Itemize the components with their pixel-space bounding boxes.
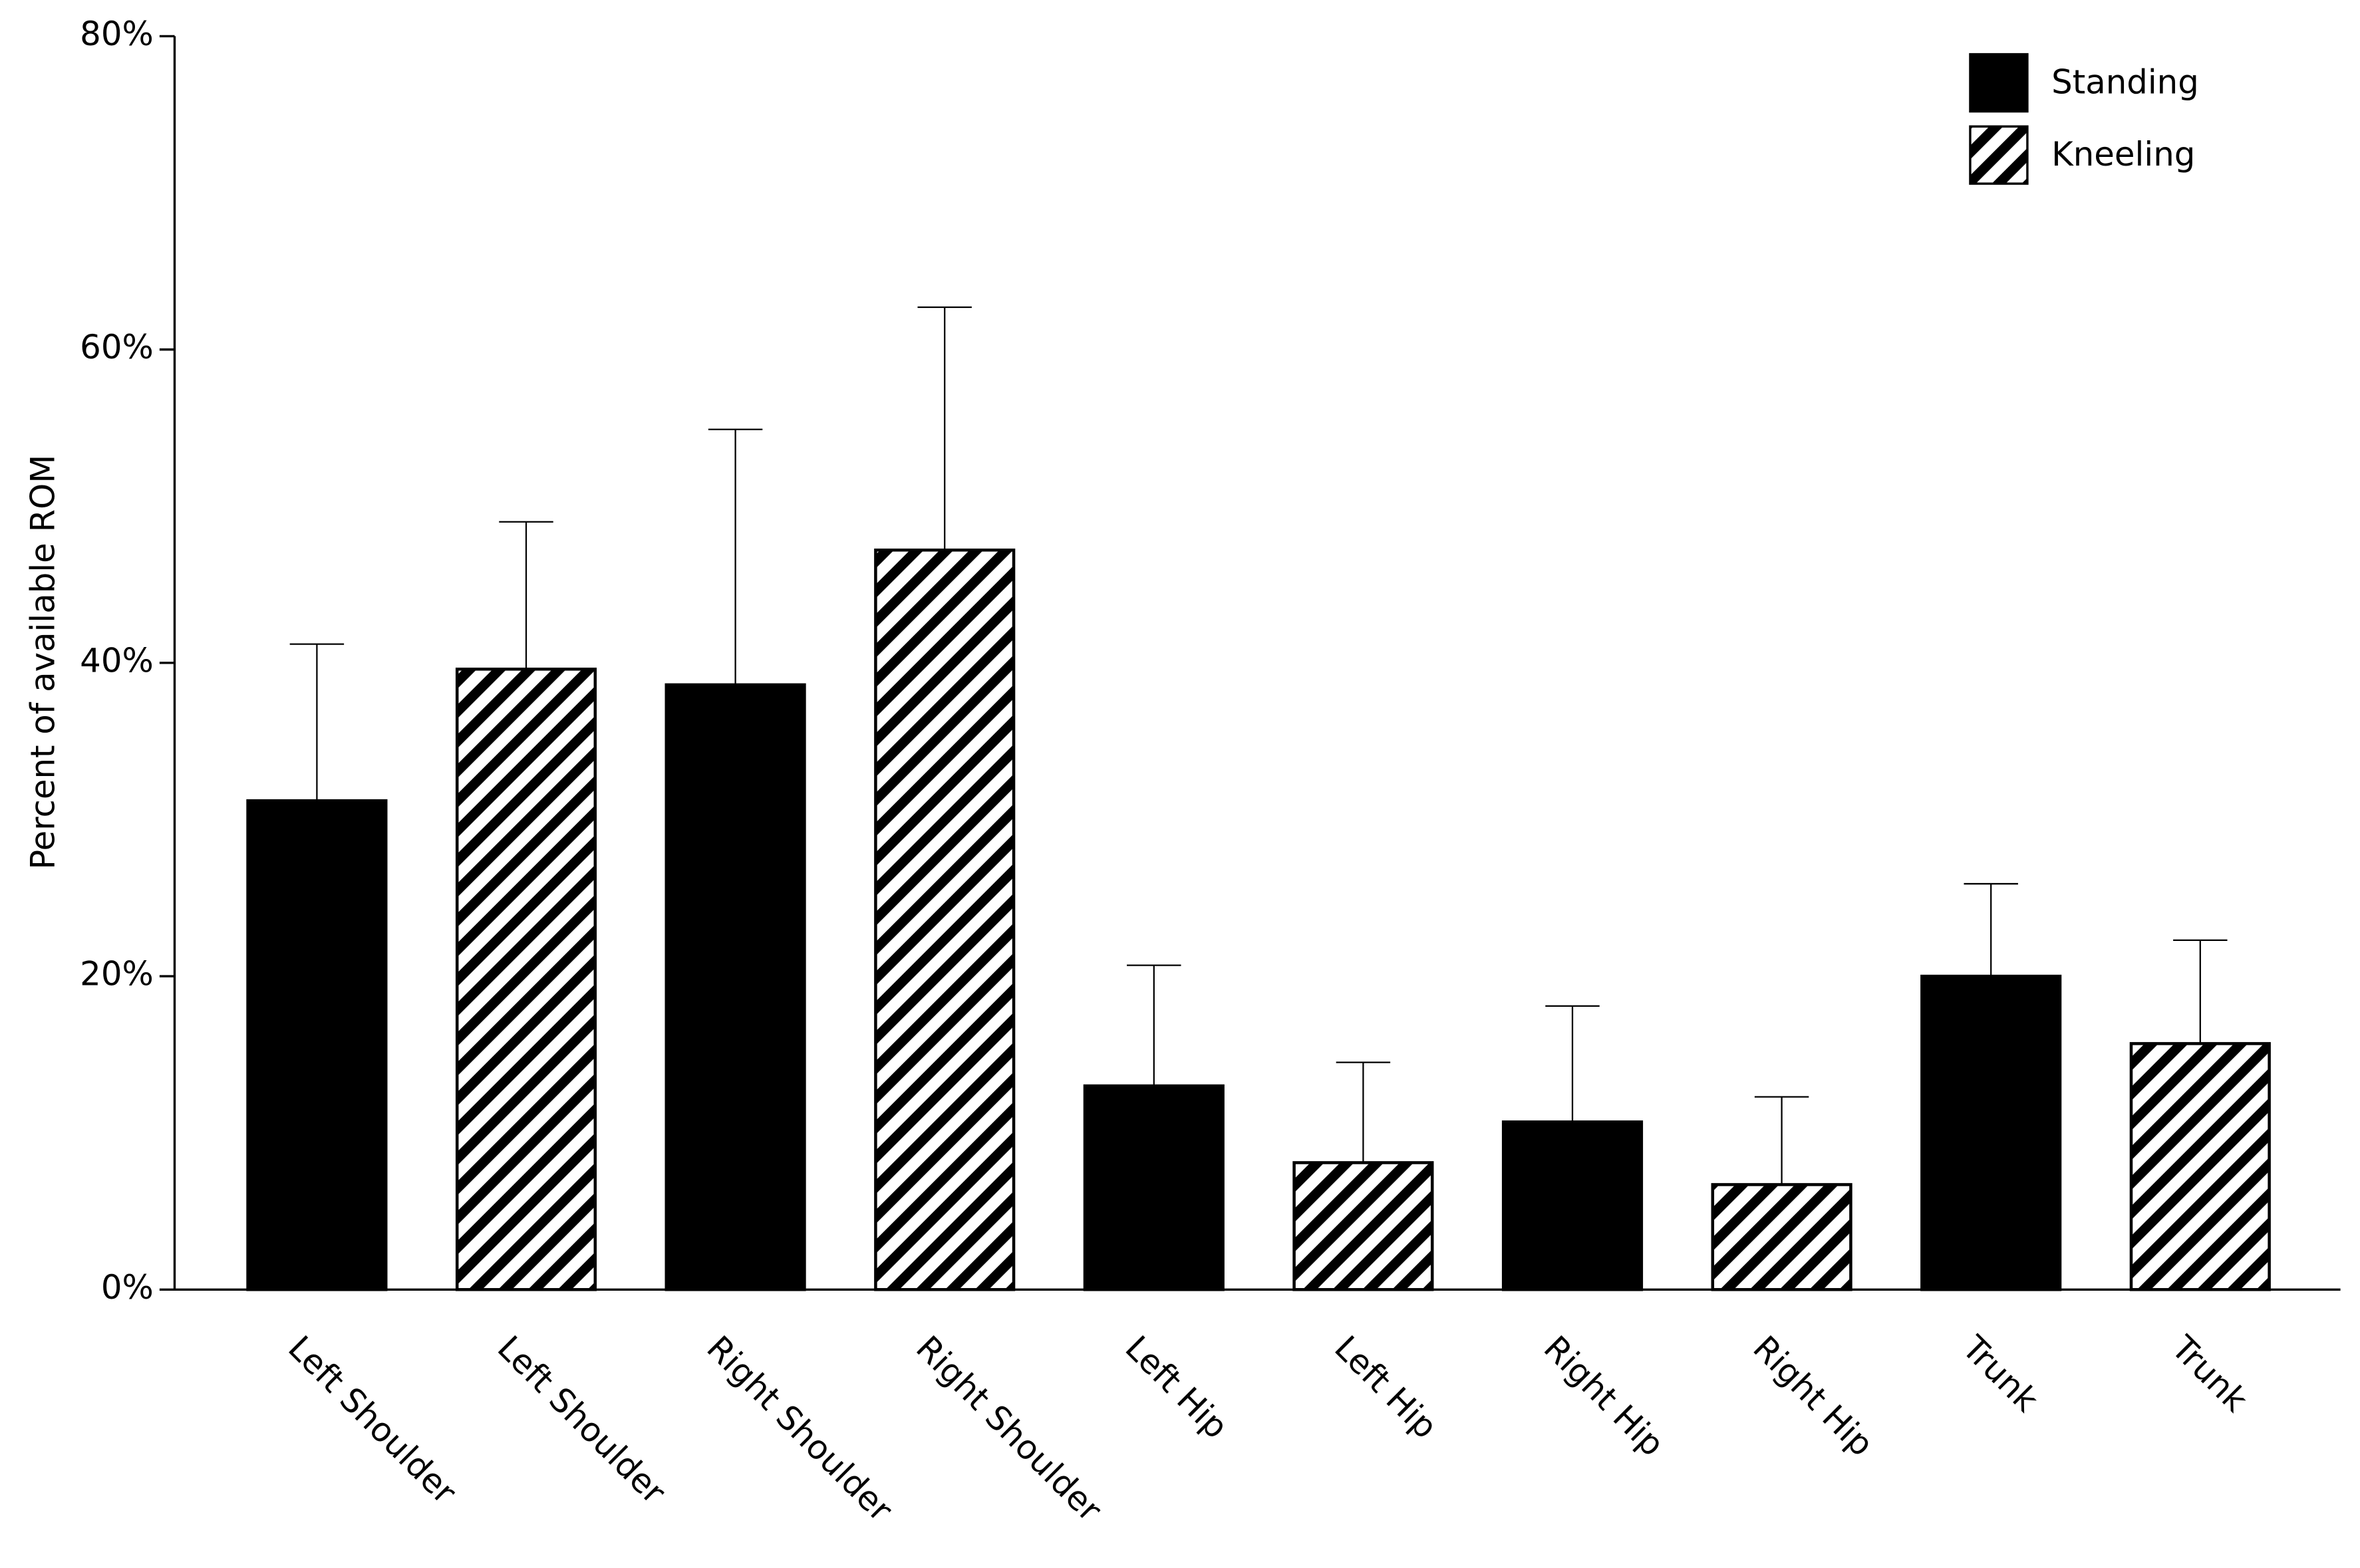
y-tick-label: 80% bbox=[80, 15, 154, 53]
x-tick-label: Right Hip bbox=[1537, 1329, 1672, 1464]
legend-swatch bbox=[1969, 53, 2029, 113]
x-tick-label: Trunk bbox=[2164, 1328, 2256, 1420]
y-tick-label: 0% bbox=[101, 1268, 154, 1307]
y-tick-label: 20% bbox=[80, 955, 154, 993]
x-tick-label: Right Shoulder bbox=[909, 1329, 1109, 1529]
bar bbox=[1920, 974, 2062, 1291]
bar bbox=[246, 799, 388, 1291]
x-tick-label: Right Shoulder bbox=[699, 1329, 900, 1529]
bar bbox=[874, 548, 1016, 1291]
y-axis-label: Percent of available ROM bbox=[23, 455, 62, 870]
x-tick-label: Right Hip bbox=[1745, 1329, 1880, 1464]
bar bbox=[455, 668, 597, 1291]
y-tick-label: 60% bbox=[80, 328, 154, 366]
bar bbox=[2129, 1042, 2271, 1291]
bar bbox=[1501, 1120, 1644, 1291]
bar bbox=[1711, 1183, 1852, 1291]
x-tick-label: Left Shoulder bbox=[281, 1329, 464, 1511]
bar bbox=[664, 683, 806, 1291]
bar bbox=[1292, 1161, 1434, 1291]
bar bbox=[1083, 1084, 1225, 1291]
y-tick-label: 40% bbox=[80, 641, 154, 680]
legend-swatch bbox=[1969, 125, 2029, 185]
x-tick-label: Left Shoulder bbox=[490, 1329, 673, 1511]
legend-label: Standing bbox=[2051, 63, 2199, 101]
x-tick-label: Left Hip bbox=[1118, 1329, 1236, 1446]
x-tick-label: Trunk bbox=[1954, 1328, 2046, 1420]
legend-label: Kneeling bbox=[2051, 135, 2195, 174]
x-tick-label: Left Hip bbox=[1327, 1329, 1445, 1446]
